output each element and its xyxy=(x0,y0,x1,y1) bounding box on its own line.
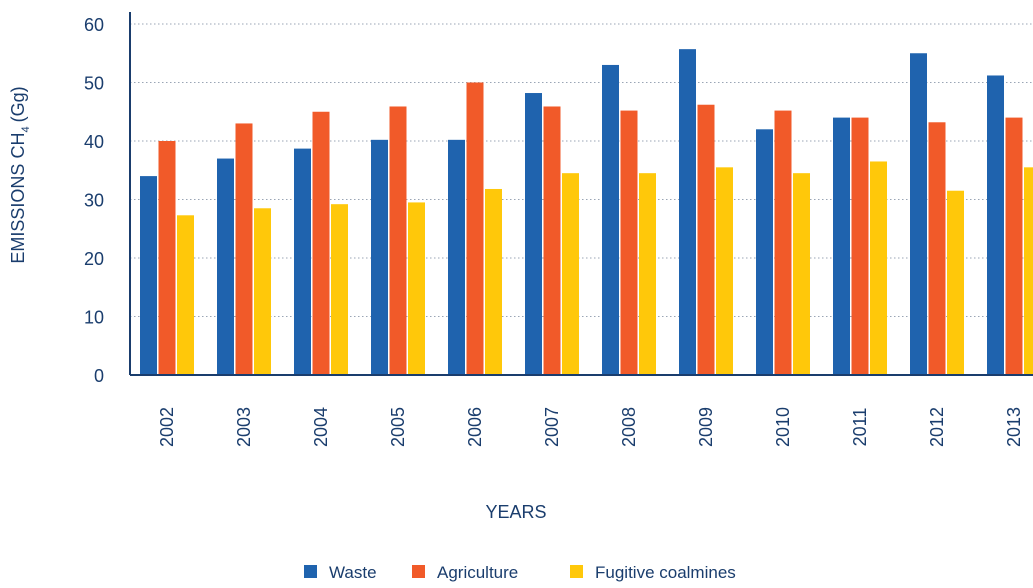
legend-label: Agriculture xyxy=(437,563,518,582)
x-tick-label: 2013 xyxy=(1004,407,1024,447)
x-tick-label: 2008 xyxy=(619,407,639,447)
bar-fugitive-coalmines-2003 xyxy=(254,208,271,375)
bar-agriculture-2005 xyxy=(389,106,407,376)
bar-waste-2005 xyxy=(371,139,388,375)
y-tick-label: 40 xyxy=(84,132,104,152)
bar-agriculture-2007 xyxy=(543,106,561,376)
bar-agriculture-2010 xyxy=(774,110,792,375)
bar-fugitive-coalmines-2009 xyxy=(716,167,733,375)
bar-waste-2010 xyxy=(756,129,773,375)
x-tick-label: 2012 xyxy=(927,407,947,447)
bar-fugitive-coalmines-2012 xyxy=(947,190,964,375)
bar-waste-2008 xyxy=(602,64,619,375)
bar-fugitive-coalmines-2008 xyxy=(639,173,656,375)
x-tick-label: 2003 xyxy=(234,407,254,447)
y-tick-label: 30 xyxy=(84,191,104,211)
y-tick-label: 20 xyxy=(84,249,104,269)
bar-waste-2011 xyxy=(833,117,850,375)
x-tick-labels: 2002 2003 2004 2005 2006 2007 2008 2009 2010 2011… xyxy=(157,407,1024,447)
bar-agriculture-2008 xyxy=(620,110,638,375)
legend-swatch xyxy=(304,565,317,578)
x-axis-title: YEARS xyxy=(485,502,546,522)
legend: Waste Agriculture Fugitive coalmines xyxy=(304,563,736,582)
legend-swatch xyxy=(412,565,425,578)
x-tick-label: 2011 xyxy=(850,408,870,447)
bar-agriculture-2012 xyxy=(928,122,946,375)
bar-agriculture-2002 xyxy=(158,141,176,375)
bar-waste-2006 xyxy=(448,139,465,375)
x-tick-label: 2002 xyxy=(157,407,177,447)
bar-agriculture-2013 xyxy=(1005,117,1023,375)
bar-waste-2002 xyxy=(140,176,157,375)
x-tick-label: 2010 xyxy=(773,407,793,447)
x-tick-label: 2004 xyxy=(311,407,331,447)
bar-waste-2003 xyxy=(217,158,234,375)
bar-waste-2007 xyxy=(525,93,542,375)
bar-fugitive-coalmines-2004 xyxy=(331,204,348,375)
x-tick-label: 2006 xyxy=(465,407,485,447)
bar-fugitive-coalmines-2010 xyxy=(793,173,810,375)
bar-fugitive-coalmines-2007 xyxy=(562,173,579,375)
x-tick-label: 2007 xyxy=(542,407,562,447)
bar-agriculture-2006 xyxy=(466,82,484,375)
bar-fugitive-coalmines-2013 xyxy=(1024,167,1033,375)
bar-agriculture-2004 xyxy=(312,111,330,375)
y-tick-label: 10 xyxy=(84,308,104,328)
bar-agriculture-2009 xyxy=(697,104,715,375)
bar-waste-2012 xyxy=(910,53,927,375)
bar-fugitive-coalmines-2005 xyxy=(408,202,425,375)
y-tick-label: 0 xyxy=(94,366,104,386)
bar-fugitive-coalmines-2011 xyxy=(870,161,887,375)
y-tick-label: 60 xyxy=(84,15,104,35)
bars-group xyxy=(140,49,1033,376)
x-tick-label: 2009 xyxy=(696,407,716,447)
bar-agriculture-2003 xyxy=(235,123,253,375)
bar-fugitive-coalmines-2002 xyxy=(177,215,194,375)
bar-waste-2004 xyxy=(294,148,311,375)
legend-label: Fugitive coalmines xyxy=(595,563,736,582)
x-tick-label: 2005 xyxy=(388,407,408,447)
legend-swatch xyxy=(570,565,583,578)
bar-waste-2013 xyxy=(987,75,1004,375)
bar-agriculture-2011 xyxy=(851,117,869,375)
y-axis-title: EMISSIONS CH4(Gg) xyxy=(8,86,32,263)
bar-waste-2009 xyxy=(679,49,696,375)
y-tick-label: 50 xyxy=(84,74,104,94)
axes xyxy=(129,12,1033,376)
legend-label: Waste xyxy=(329,563,377,582)
y-tick-labels: 0 10 20 30 40 50 60 xyxy=(84,15,104,386)
bar-fugitive-coalmines-2006 xyxy=(485,188,502,375)
